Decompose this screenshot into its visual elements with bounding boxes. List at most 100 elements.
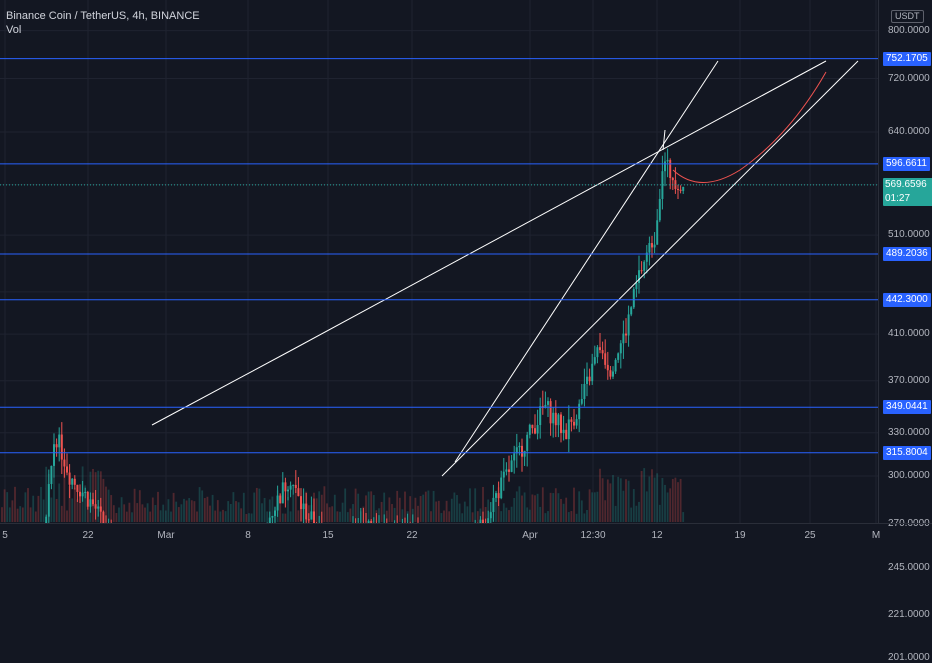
candle-body bbox=[86, 491, 89, 507]
volume-bar bbox=[557, 493, 560, 522]
volume-bar bbox=[424, 491, 427, 522]
volume-bar bbox=[570, 511, 573, 522]
volume-bar bbox=[583, 513, 586, 522]
volume-bar bbox=[164, 510, 167, 522]
candle-body bbox=[609, 370, 612, 377]
volume-bar bbox=[658, 504, 661, 522]
volume-bar bbox=[11, 500, 14, 522]
volume-bar bbox=[68, 486, 71, 522]
candle-body bbox=[661, 171, 664, 199]
volume-bar bbox=[367, 491, 370, 522]
volume-bar bbox=[71, 498, 74, 522]
candle-body bbox=[679, 189, 682, 191]
volume-bar bbox=[547, 511, 549, 522]
price-tick-label: 300.0000 bbox=[888, 470, 930, 481]
candle-body bbox=[583, 383, 586, 399]
volume-bar bbox=[638, 501, 640, 522]
volume-bar bbox=[50, 497, 53, 522]
price-tick-label: 330.0000 bbox=[888, 426, 930, 438]
volume-bar bbox=[79, 491, 81, 522]
volume-bar bbox=[679, 478, 682, 522]
candle-body bbox=[557, 414, 560, 426]
volume-bar bbox=[427, 490, 430, 522]
volume-bar bbox=[601, 478, 604, 522]
candle-body bbox=[60, 434, 63, 460]
volume-bar bbox=[45, 466, 48, 522]
volume-bar bbox=[209, 505, 211, 522]
volume-bar bbox=[8, 507, 11, 522]
candle-body bbox=[521, 445, 523, 457]
candle-body bbox=[593, 357, 596, 364]
candle-body bbox=[580, 398, 583, 404]
volume-bar bbox=[398, 497, 401, 522]
candle-body bbox=[612, 371, 614, 377]
volume-bar bbox=[385, 510, 388, 522]
volume-bar bbox=[653, 477, 656, 522]
time-axis[interactable]: 5 22 Mar 8 15 22 Apr 12:30 12 19 25 M bbox=[0, 523, 932, 551]
volume-bar bbox=[674, 477, 677, 522]
symbol-title[interactable]: Binance Coin / TetherUS, 4h, BINANCE bbox=[6, 10, 200, 22]
volume-bar bbox=[393, 507, 396, 522]
volume-bar bbox=[502, 503, 505, 522]
price-tick-label: 640.0000 bbox=[888, 125, 930, 137]
volume-label[interactable]: Vol bbox=[6, 24, 22, 36]
candle-body bbox=[81, 492, 84, 497]
volume-bar bbox=[102, 478, 105, 522]
price-axis[interactable]: 201.0000 221.0000 245.0000 270.0000 300.0000… bbox=[878, 0, 932, 663]
candle-body bbox=[510, 460, 513, 472]
candle-body bbox=[554, 412, 557, 426]
candle-body bbox=[94, 504, 97, 509]
volume-bar bbox=[578, 491, 581, 522]
volume-bar bbox=[593, 492, 596, 522]
candle-body bbox=[632, 289, 635, 308]
candle-body bbox=[102, 511, 105, 523]
time-tick-label: 22 bbox=[82, 530, 94, 541]
volume-bar bbox=[604, 500, 607, 522]
currency-unit[interactable]: USDT bbox=[891, 10, 924, 23]
volume-bar bbox=[86, 504, 89, 522]
volume-bar bbox=[391, 504, 393, 522]
volume-bar bbox=[526, 507, 529, 522]
volume-bar bbox=[55, 498, 58, 522]
volume-bar bbox=[53, 477, 55, 522]
candle-body bbox=[619, 343, 622, 354]
volume-bar bbox=[401, 509, 404, 522]
volume-bar bbox=[404, 491, 406, 522]
volume-bar bbox=[437, 500, 440, 522]
candle-body bbox=[586, 376, 588, 384]
volume-bar bbox=[352, 504, 354, 522]
plot-area[interactable] bbox=[0, 0, 878, 523]
volume-bar bbox=[14, 486, 16, 522]
volume-bar bbox=[643, 468, 646, 522]
candle-body bbox=[502, 471, 505, 478]
volume-bar bbox=[198, 487, 201, 522]
candle-body bbox=[68, 472, 71, 485]
candle-body bbox=[638, 270, 640, 283]
volume-bar bbox=[346, 512, 349, 522]
volume-bar bbox=[133, 488, 136, 522]
volume-bar bbox=[42, 499, 45, 522]
volume-bar bbox=[146, 503, 149, 522]
candle-body bbox=[92, 499, 94, 505]
candle-body bbox=[651, 243, 653, 248]
volume-bar bbox=[201, 490, 204, 522]
price-tick-label: 221.0000 bbox=[888, 608, 930, 620]
volume-bar bbox=[242, 492, 245, 522]
time-tick-label: 12:30 bbox=[580, 530, 606, 541]
volume-bar bbox=[258, 488, 261, 522]
volume-bar bbox=[263, 497, 266, 522]
candle-body bbox=[565, 429, 568, 440]
volume-bar bbox=[248, 513, 250, 522]
volume-bar bbox=[141, 504, 144, 522]
volume-bar bbox=[255, 487, 258, 522]
projection-curve bbox=[672, 71, 827, 183]
candle-body bbox=[281, 482, 284, 504]
volume-bar bbox=[609, 483, 612, 522]
volume-bar bbox=[349, 508, 352, 522]
candle-body bbox=[596, 347, 599, 358]
volume-bar bbox=[456, 495, 458, 522]
volume-bar bbox=[682, 512, 685, 522]
volume-bar bbox=[513, 497, 516, 522]
candle-body bbox=[643, 261, 646, 271]
